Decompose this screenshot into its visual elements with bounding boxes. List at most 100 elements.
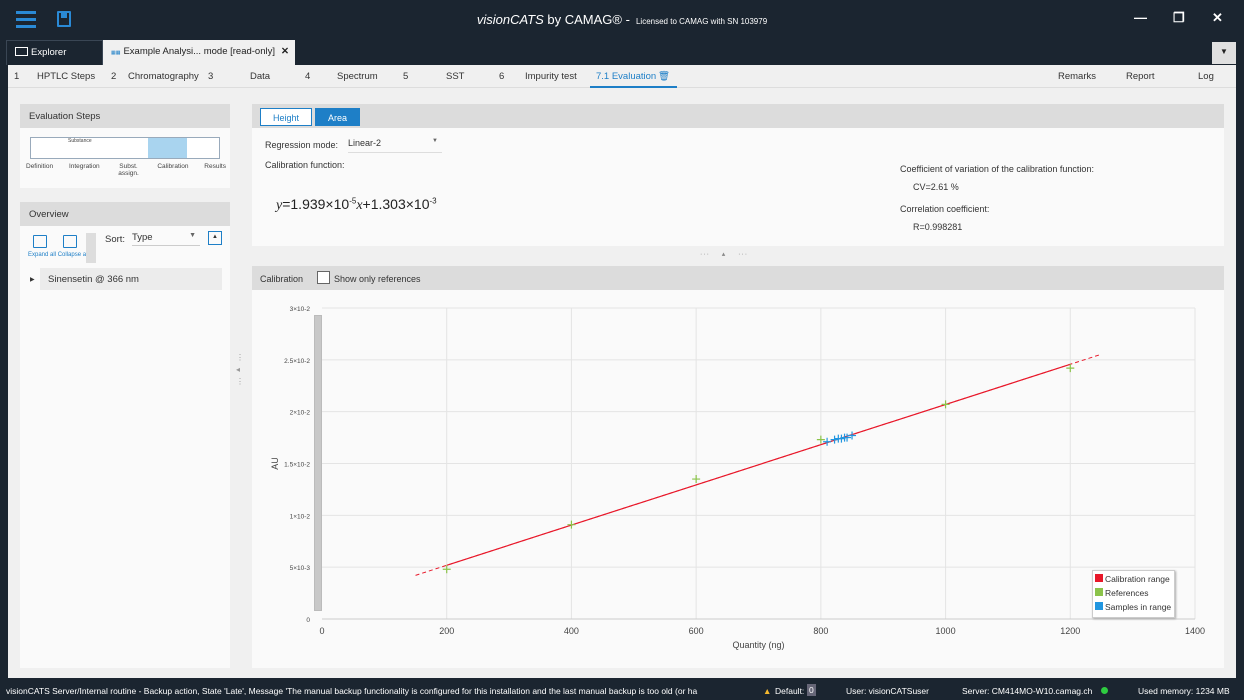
show-only-references-label[interactable]: Show only references <box>334 274 421 284</box>
nav-report[interactable]: Report <box>1126 71 1155 82</box>
x-tick-label: 200 <box>439 626 454 636</box>
eq-x: x <box>356 198 363 213</box>
x-tick-label: 1200 <box>1060 626 1080 636</box>
vertical-splitter[interactable]: ··· ▴ ··· <box>700 251 749 258</box>
nav-evaluation[interactable]: 7.1 Evaluation 🗑 <box>590 65 677 88</box>
status-bar: visionCATS Server/Internal routine - Bac… <box>0 680 1244 700</box>
legend-label: References <box>1105 588 1149 598</box>
legend-label: Samples in range <box>1105 602 1172 612</box>
regression-mode-value: Linear-2 <box>348 138 382 148</box>
nav-sst[interactable]: SST <box>446 71 465 82</box>
memory-info: Used memory: 1234 MB <box>1138 686 1230 696</box>
expand-arrow-icon[interactable]: ▶ <box>30 277 35 283</box>
toolbar-scrollbar[interactable] <box>86 233 96 263</box>
x-tick-label: 1400 <box>1185 626 1205 636</box>
chevron-down-icon: ▼ <box>189 232 196 239</box>
substance-caption: Substance <box>68 138 92 144</box>
default-label: Default: <box>775 686 805 696</box>
nav-impurity-test[interactable]: Impurity test <box>525 71 577 82</box>
nav-num: 3 <box>208 71 214 82</box>
restore-button[interactable]: ❐ <box>1173 10 1185 25</box>
steps-graphic: Substance <box>30 137 220 159</box>
tab-overflow-button[interactable]: ▼ <box>1212 42 1236 64</box>
brand: visionCATS <box>476 12 544 27</box>
y-zoom-scrollbar[interactable] <box>314 315 322 611</box>
x-tick-label: 0 <box>319 626 324 636</box>
expand-all-icon[interactable] <box>33 235 47 248</box>
step-calibration[interactable]: Calibration <box>157 163 189 170</box>
sort-select[interactable]: Type ▼ <box>132 232 200 246</box>
calibration-step-highlight <box>148 138 187 158</box>
nav-num: 1 <box>14 71 20 82</box>
sort-direction-button[interactable]: ▲ <box>208 231 222 245</box>
y-tick-label: 1×10-2 <box>290 513 311 520</box>
eq-intercept-exp: -3 <box>429 196 437 206</box>
collapse-all-icon[interactable] <box>63 235 77 248</box>
nav-chromatography[interactable]: Chromatography <box>128 71 199 82</box>
nav-evaluation-label: 7.1 Evaluation <box>596 71 657 82</box>
nav-num: 4 <box>305 71 311 82</box>
close-window-button[interactable]: ✕ <box>1212 10 1223 25</box>
minimize-button[interactable]: — <box>1134 10 1147 25</box>
license-text: Licensed to CAMAG with SN 103979 <box>635 17 768 26</box>
x-axis-label: Quantity (ng) <box>732 640 784 650</box>
save-icon[interactable] <box>57 11 71 27</box>
tree-item[interactable]: Sinensetin @ 366 nm <box>40 268 222 290</box>
tab-explorer[interactable]: Explorer <box>6 40 103 65</box>
reference-point <box>1066 364 1075 373</box>
step-results[interactable]: Results <box>204 163 226 170</box>
eq-intercept: +1.303×10 <box>362 196 430 212</box>
legend-swatch-calibration <box>1095 574 1103 582</box>
chart-legend: Calibration range References Samples in … <box>1092 570 1175 618</box>
nav-data[interactable]: Data <box>250 71 271 82</box>
y-axis-label: AU <box>270 457 280 470</box>
regression-panel: Regression mode: Linear-2 ▼ Calibration f… <box>252 128 1224 246</box>
folder-icon <box>15 47 28 56</box>
tab-label: Example Analysi... mode [read-only] <box>123 46 275 57</box>
server-info: Server: CM414MO-W10.camag.ch <box>962 686 1093 696</box>
nav-hptlc-steps[interactable]: HPTLC Steps <box>37 71 96 82</box>
step-definition[interactable]: Definition <box>26 163 54 170</box>
regression-mode-select[interactable]: Linear-2 ▼ <box>348 138 442 153</box>
cv-label: Coefficient of variation of the calibrat… <box>900 164 1094 174</box>
y-tick-label: 3×10-2 <box>290 306 311 313</box>
expand-all-button[interactable]: Expand all <box>28 252 57 258</box>
height-button[interactable]: Height <box>260 108 313 126</box>
area-button[interactable]: Area <box>315 108 361 126</box>
nav-log[interactable]: Log <box>1198 71 1214 82</box>
step-integration[interactable]: Integration <box>68 163 100 170</box>
close-tab-icon[interactable]: ✕ <box>281 46 289 57</box>
reference-point <box>567 520 576 529</box>
legend-swatch-samples <box>1095 602 1103 610</box>
sample-point <box>830 435 839 444</box>
panel-title: Overview <box>20 202 230 226</box>
trash-icon[interactable]: 🗑 <box>658 71 671 82</box>
calibration-equation: y=1.939×10-5x+1.303×10-3 <box>276 196 437 214</box>
hamburger-menu-icon[interactable] <box>16 11 36 28</box>
chevron-down-icon: ▼ <box>432 138 438 144</box>
nav-remarks[interactable]: Remarks <box>1058 71 1097 82</box>
sort-value: Type <box>132 232 153 243</box>
splitter-handle[interactable]: ⋮ ◂ ⋮ <box>236 353 244 386</box>
warning-icon: ▲ <box>763 686 772 696</box>
window-title: visionCATS by CAMAG® - Licensed to CAMAG … <box>0 12 1244 27</box>
nav-spectrum[interactable]: Spectrum <box>337 71 378 82</box>
x-tick-label: 800 <box>813 626 828 636</box>
mode-toolbar: Height Area <box>252 104 1224 128</box>
y-tick-label: 1.5×10-2 <box>284 462 310 469</box>
show-only-references-checkbox[interactable] <box>317 271 330 284</box>
cv-value: CV=2.61 % <box>913 182 959 192</box>
x-tick-label: 600 <box>689 626 704 636</box>
reference-point <box>442 565 451 574</box>
document-tabs: Explorer ▦▦ Example Analysi... mode [read… <box>0 40 1244 65</box>
sample-point <box>848 431 857 440</box>
sort-label: Sort: <box>105 234 126 245</box>
step-subst-assign[interactable]: Subst. assign. <box>118 163 139 177</box>
y-tick-label: 0 <box>306 617 310 624</box>
tab-label: Explorer <box>31 47 67 58</box>
collapse-all-button[interactable]: Collapse all <box>57 252 89 258</box>
tab-example-analysis[interactable]: ▦▦ Example Analysi... mode [read-only] ✕ <box>103 40 295 65</box>
default-count[interactable]: 0 <box>807 684 816 696</box>
calibration-function-label: Calibration function: <box>265 160 345 170</box>
analysis-icon: ▦▦ <box>111 50 121 56</box>
